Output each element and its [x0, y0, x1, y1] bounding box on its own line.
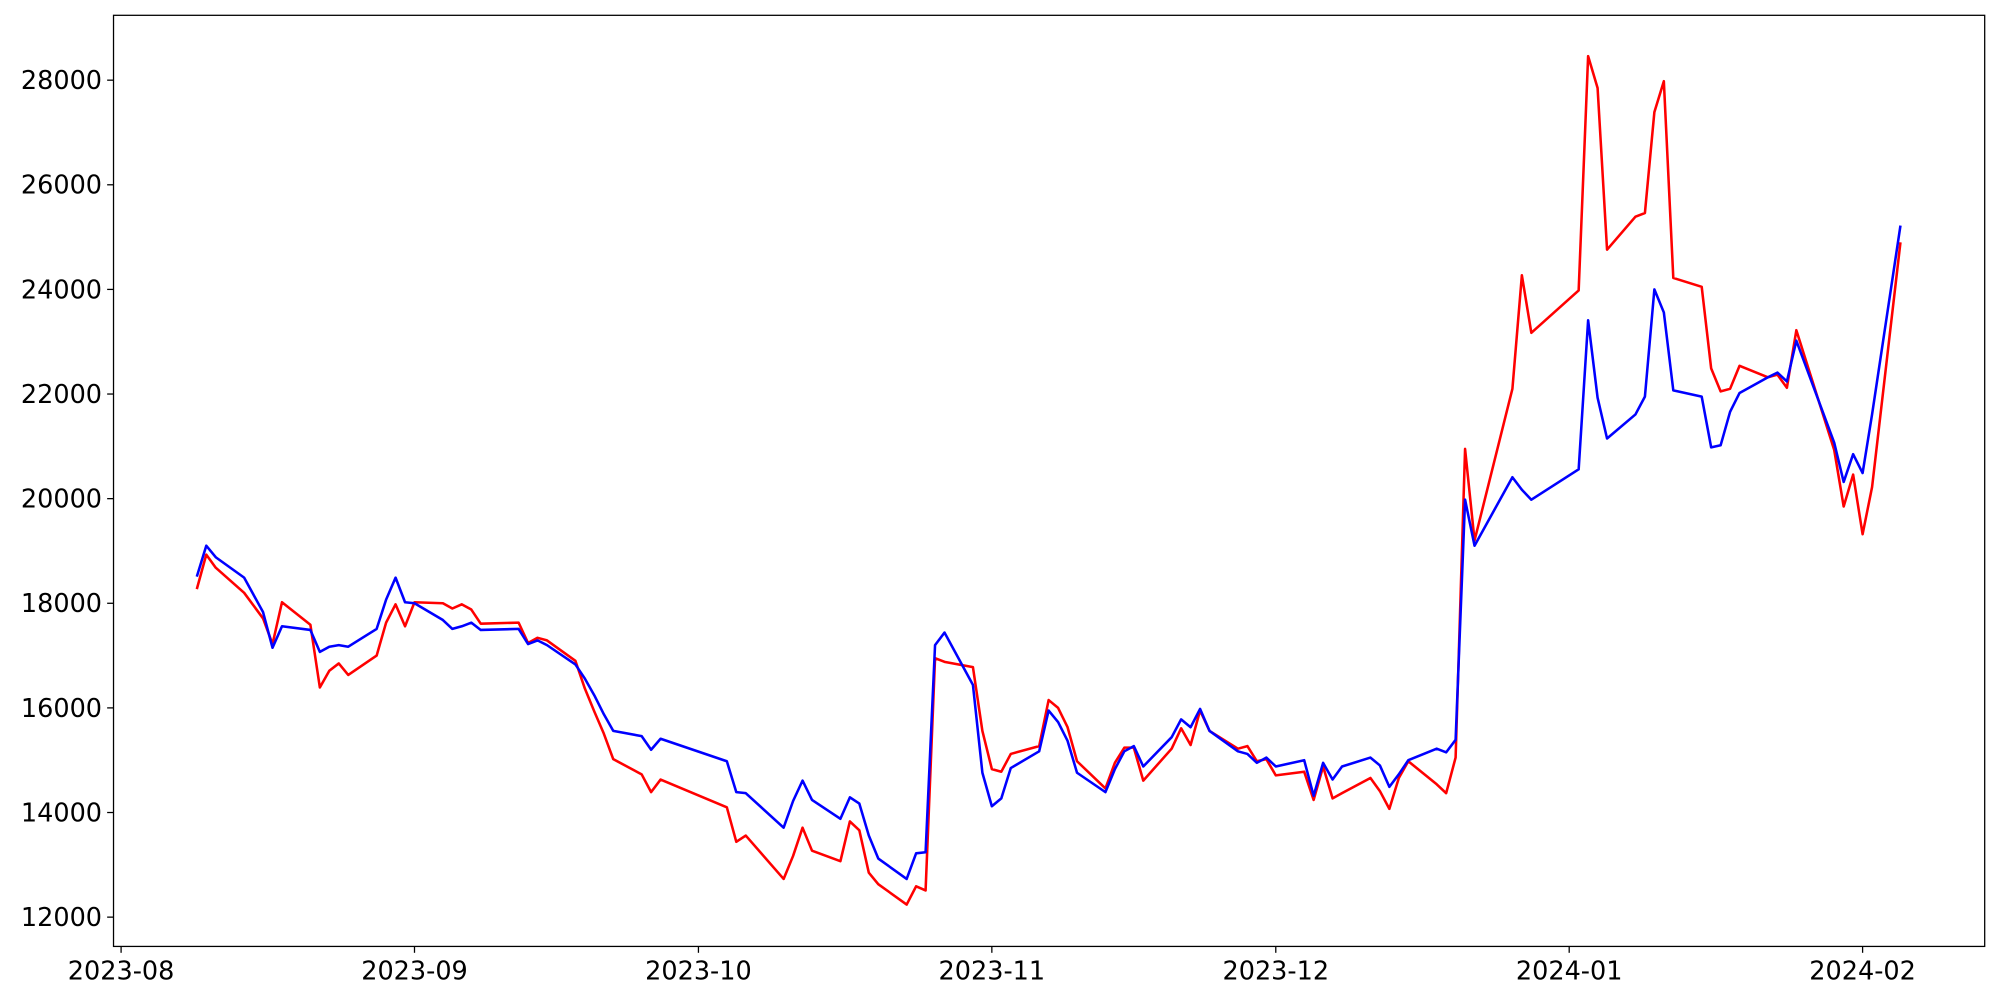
line-series — [195, 225, 1902, 881]
y-tick-label: 14000 — [21, 798, 102, 828]
y-tick-label: 24000 — [21, 275, 102, 305]
y-tick-label: 26000 — [21, 171, 102, 201]
y-tick-label: 22000 — [21, 380, 102, 410]
x-tick-label: 2023-09 — [361, 957, 468, 987]
x-tick-label: 2023-12 — [1223, 957, 1330, 987]
y-tick-label: 20000 — [21, 485, 102, 515]
line-series — [195, 54, 1902, 906]
y-tick-label: 28000 — [21, 66, 102, 96]
x-tick-label: 2024-02 — [1809, 957, 1916, 987]
y-tick-label: 18000 — [21, 589, 102, 619]
y-tick-label: 12000 — [21, 903, 102, 933]
x-tick-label: 2023-11 — [939, 957, 1046, 987]
plot-frame — [112, 14, 1986, 948]
x-tick-label: 2023-10 — [645, 957, 752, 987]
x-tick-label: 2023-08 — [68, 957, 175, 987]
y-tick-label: 16000 — [21, 694, 102, 724]
x-tick-label: 2024-01 — [1516, 957, 1623, 987]
